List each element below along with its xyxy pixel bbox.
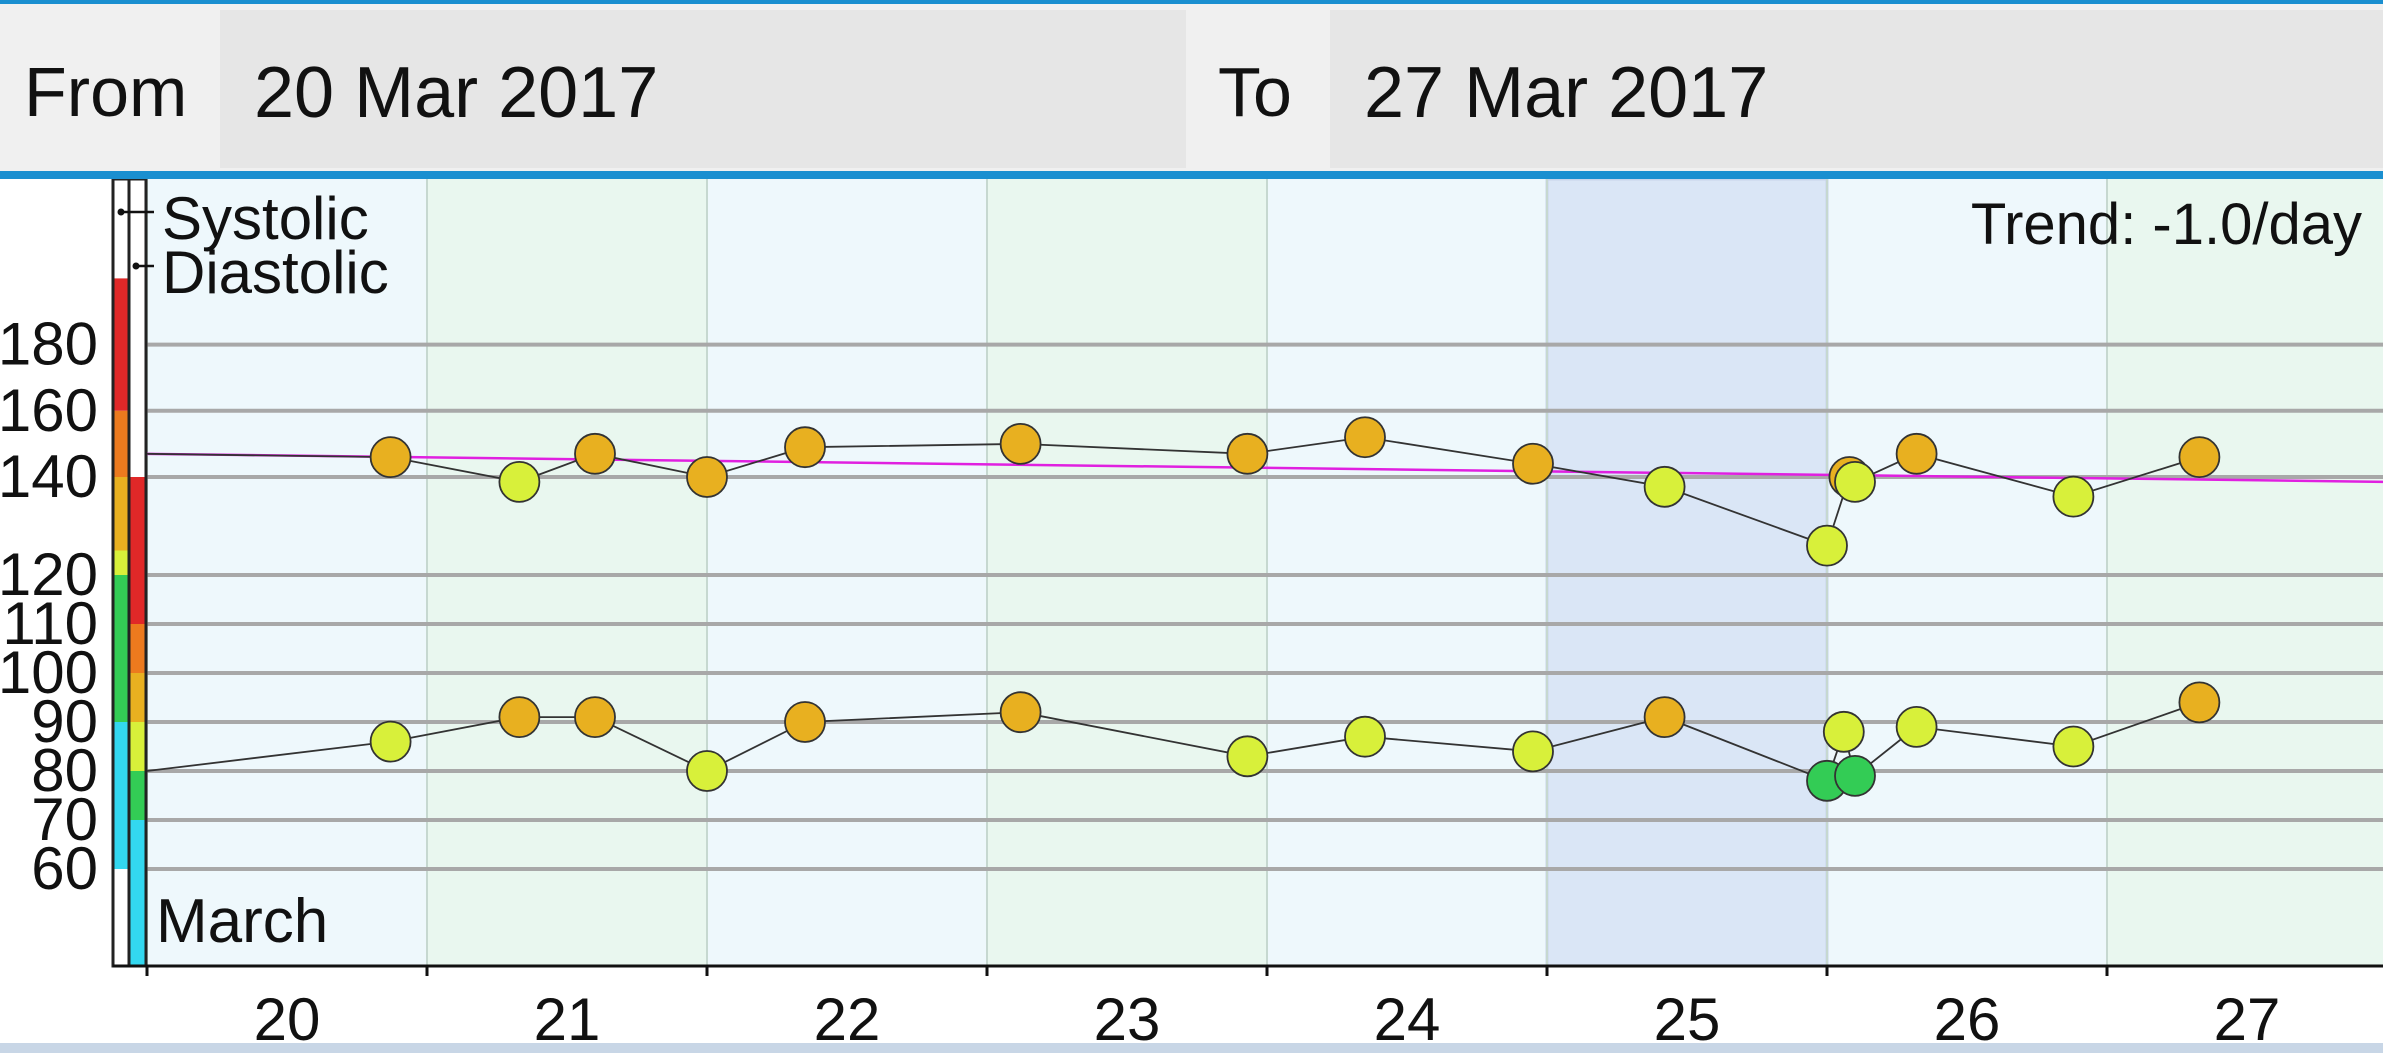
day-band-24	[1267, 179, 1547, 966]
x-tick-label: 25	[1654, 986, 1721, 1053]
day-band-20	[147, 179, 427, 966]
systolic-point	[1643, 465, 1686, 508]
systolic-point	[2178, 436, 2221, 479]
legend-diastolic: Diastolic	[162, 239, 389, 306]
header-divider	[0, 171, 2383, 179]
diastolic-point	[2052, 725, 2095, 768]
day-band-25	[1547, 179, 1827, 966]
to-label: To	[1218, 53, 1292, 131]
diastolic-point	[574, 696, 616, 738]
systolic-point	[1226, 432, 1269, 475]
systolic-point	[369, 436, 412, 479]
systolic-point	[2052, 475, 2095, 518]
diastolic-scale-band	[129, 820, 146, 966]
from-date-field[interactable]: 20 Mar 2017	[220, 10, 1186, 168]
blood-pressure-chart: 60 70 80 90 100 110 120 140 160 180 Systolic Diasto…	[0, 179, 2383, 1053]
y-tick-label: 160	[0, 377, 98, 444]
y-tick-label: 110	[2, 590, 98, 657]
y-tick-label: 70	[31, 786, 98, 853]
systolic-point	[1344, 416, 1386, 459]
y-tick-label: 180	[0, 311, 98, 378]
day-band-23	[987, 179, 1267, 966]
x-tick-label: 26	[1934, 986, 2001, 1053]
from-label: From	[24, 53, 188, 131]
legend-dot	[132, 262, 140, 270]
systolic-scale-band	[113, 550, 129, 575]
systolic-point	[1895, 432, 1938, 475]
day-band-22	[707, 179, 987, 966]
trend-label: Trend: -1.0/day	[1971, 192, 2362, 257]
systolic-scale-band	[113, 410, 129, 477]
y-tick-label: 60	[31, 835, 98, 902]
x-tick-label: 20	[254, 986, 321, 1053]
diastolic-point	[1226, 735, 1269, 778]
systolic-point	[1834, 460, 1876, 503]
systolic-scale-band	[113, 278, 129, 411]
diastolic-scale-band	[129, 722, 146, 771]
date-range-header: From 20 Mar 2017 To 27 Mar 2017	[0, 0, 2383, 178]
diastolic-scale-band	[129, 673, 146, 722]
systolic-scale-band	[113, 477, 129, 551]
diastolic-point	[784, 701, 826, 743]
x-tick-label: 22	[814, 986, 881, 1053]
systolic-scale-band	[113, 575, 129, 722]
trend-line	[146, 452, 2383, 484]
x-tick-label: 24	[1374, 986, 1441, 1053]
systolic-scale-band	[113, 722, 129, 869]
x-tick-label: 23	[1094, 986, 1161, 1053]
legend-systolic: Systolic	[162, 185, 369, 252]
y-tick-label: 100	[0, 639, 98, 706]
day-band-27	[2107, 179, 2383, 966]
diastolic-point	[2178, 681, 2221, 724]
diastolic-scale-band	[129, 624, 146, 673]
x-tick-label: 21	[534, 986, 601, 1053]
diastolic-point	[1895, 706, 1938, 748]
systolic-point	[999, 422, 1042, 465]
diastolic-point	[1822, 710, 1865, 753]
systolic-point	[498, 460, 541, 503]
x-tick-label: 27	[2214, 986, 2281, 1053]
diastolic-point	[498, 696, 541, 738]
systolic-point	[1512, 442, 1554, 485]
legend-dot	[117, 208, 125, 216]
diastolic-scale-band	[129, 771, 146, 820]
month-label: March	[156, 887, 328, 956]
systolic-point	[574, 432, 616, 475]
diastolic-scale-band	[129, 477, 146, 624]
y-tick-label: 90	[31, 688, 98, 755]
y-tick-label: 80	[31, 737, 98, 804]
systolic-point	[1806, 524, 1848, 567]
day-band-26	[1827, 179, 2107, 966]
diastolic-point	[999, 691, 1042, 734]
day-band-21	[427, 179, 707, 966]
y-tick-label: 120	[0, 541, 98, 608]
diastolic-point	[369, 720, 412, 763]
diastolic-point	[1344, 715, 1386, 758]
systolic-point	[686, 456, 728, 498]
bottom-edge	[0, 1043, 2383, 1053]
diastolic-point	[1643, 696, 1686, 738]
diastolic-point	[1512, 730, 1554, 773]
y-tick-label: 140	[0, 443, 98, 510]
systolic-point	[784, 426, 826, 469]
to-date-field[interactable]: 27 Mar 2017	[1330, 10, 2383, 168]
diastolic-point	[1834, 755, 1876, 797]
diastolic-point	[686, 750, 728, 792]
